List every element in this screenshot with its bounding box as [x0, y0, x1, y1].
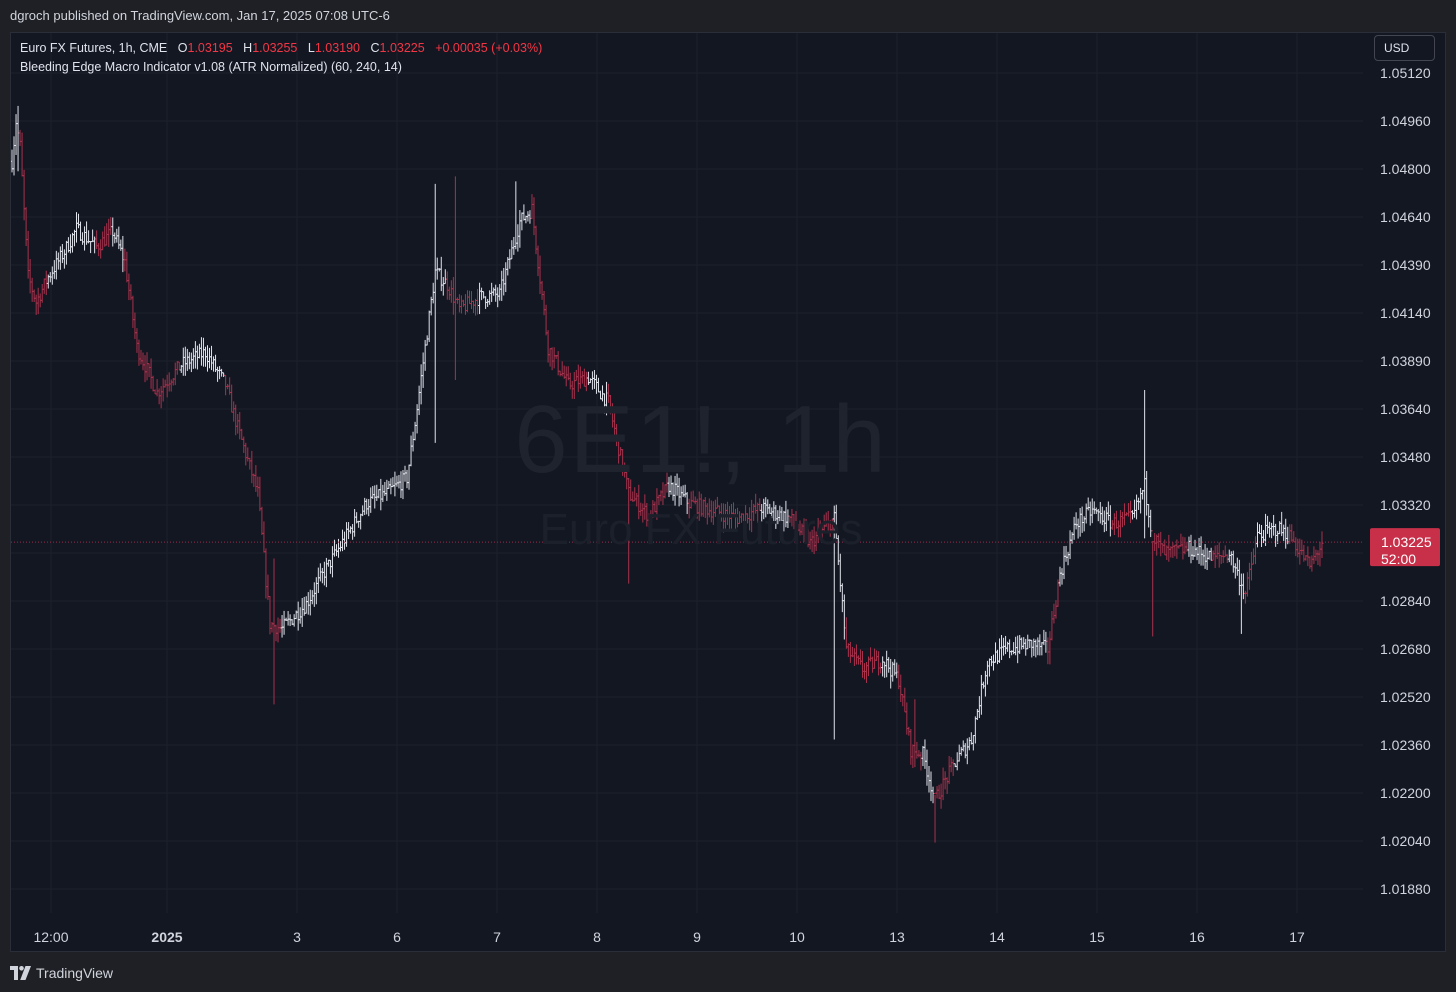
- chart-panel[interactable]: 1.05120 1.04960 1.04800 1.04640 1.04390 1.041…: [10, 32, 1446, 952]
- chart-legend: Euro FX Futures, 1h, CME O1.03195 H1.032…: [20, 39, 542, 77]
- price-axis-label: 1.02680: [1380, 641, 1431, 657]
- footer: TradingView: [0, 952, 1456, 992]
- time-axis-label: 10: [789, 929, 805, 945]
- legend-close-key: C: [370, 41, 380, 55]
- bar-countdown: 52:00: [1381, 551, 1416, 567]
- legend-change: +0.00035 (+0.03%): [435, 41, 543, 55]
- tradingview-logo[interactable]: TradingView: [10, 965, 113, 981]
- time-axis-label: 13: [889, 929, 905, 945]
- time-axis-label: 15: [1089, 929, 1105, 945]
- price-axis-label: 1.04800: [1380, 161, 1431, 177]
- price-axis-label: 1.02200: [1380, 785, 1431, 801]
- time-axis-label: 9: [693, 929, 701, 945]
- last-price-value: 1.03225: [1381, 534, 1432, 550]
- price-axis-label: 1.02040: [1380, 833, 1431, 849]
- plot-background: [11, 33, 1445, 951]
- price-axis-label: 1.03480: [1380, 449, 1431, 465]
- price-axis-label: 1.05120: [1380, 65, 1431, 81]
- time-axis-label: 16: [1189, 929, 1205, 945]
- time-axis-label: 14: [989, 929, 1005, 945]
- price-axis-label: 1.04140: [1380, 305, 1431, 321]
- price-axis-label: 1.04640: [1380, 209, 1431, 225]
- time-axis-label: 17: [1289, 929, 1305, 945]
- time-axis-label: 12:00: [33, 929, 68, 945]
- price-axis-label: 1.02360: [1380, 737, 1431, 753]
- time-axis-label: 8: [593, 929, 601, 945]
- tradingview-logo-icon: [10, 966, 31, 980]
- price-axis-label: 1.04390: [1380, 257, 1431, 273]
- price-chart[interactable]: 1.05120 1.04960 1.04800 1.04640 1.04390 1.041…: [11, 33, 1445, 951]
- legend-high-key: H: [243, 41, 253, 55]
- legend-open-key: O: [177, 41, 188, 55]
- watermark-symbol: 6E1!, 1h: [514, 386, 888, 493]
- price-axis-label: 1.03640: [1380, 401, 1431, 417]
- currency-button[interactable]: USD: [1374, 35, 1435, 61]
- time-axis-label: 7: [493, 929, 501, 945]
- legend-low-key: L: [307, 41, 315, 55]
- legend-close-value: 1.03225: [379, 41, 425, 55]
- price-axis-label: 1.02520: [1380, 689, 1431, 705]
- time-axis-label: 2025: [151, 929, 182, 945]
- watermark-description: Euro FX Futures: [539, 505, 863, 554]
- published-header: dgroch published on TradingView.com, Jan…: [0, 0, 1456, 32]
- legend-low-value: 1.03190: [314, 41, 361, 55]
- legend-indicator[interactable]: Bleeding Edge Macro Indicator v1.08 (ATR…: [20, 60, 402, 74]
- tradingview-brand: TradingView: [36, 965, 114, 981]
- time-axis-label: 3: [293, 929, 301, 945]
- time-axis-label: 6: [393, 929, 401, 945]
- price-axis-label: 1.03890: [1380, 353, 1431, 369]
- price-axis-label: 1.01880: [1380, 881, 1431, 897]
- price-axis-label: 1.04960: [1380, 113, 1431, 129]
- legend-symbol-row[interactable]: Euro FX Futures, 1h, CME O1.03195 H1.032…: [20, 39, 542, 58]
- price-axis-label: 1.03320: [1380, 497, 1431, 513]
- legend-open-value: 1.03195: [187, 41, 233, 55]
- legend-symbol[interactable]: Euro FX Futures, 1h, CME: [20, 41, 168, 55]
- legend-high-value: 1.03255: [252, 41, 298, 55]
- price-axis-label: 1.02840: [1380, 593, 1431, 609]
- last-price-tag[interactable]: [1370, 528, 1440, 567]
- published-text: dgroch published on TradingView.com, Jan…: [10, 8, 390, 23]
